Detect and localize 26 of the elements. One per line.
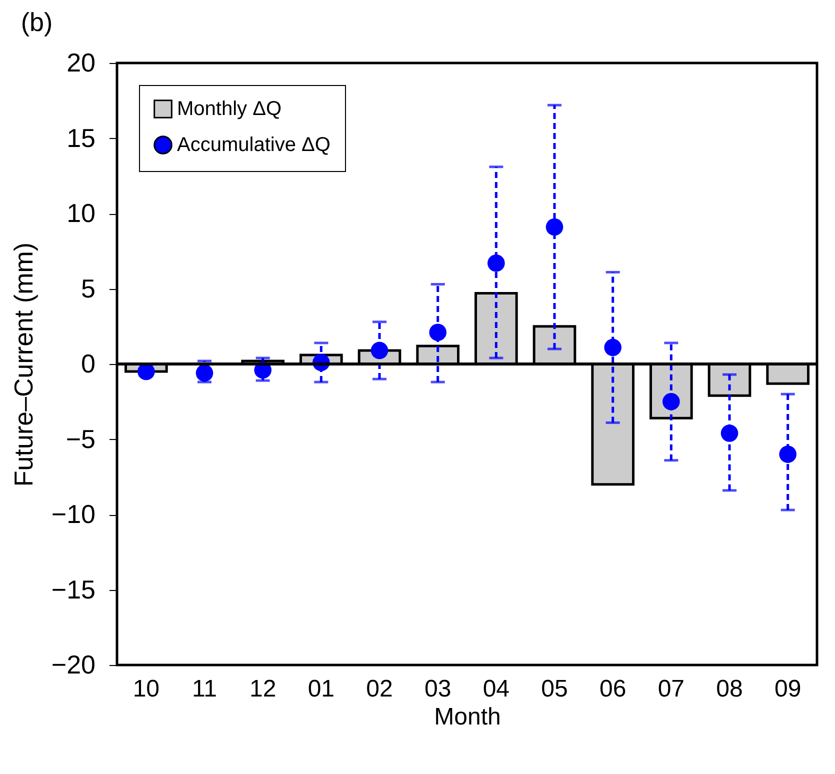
y-axis-title: Future–Current (mm) xyxy=(8,242,38,487)
legend-label: Monthly ΔQ xyxy=(177,98,282,120)
x-tick-label: 10 xyxy=(132,676,160,702)
y-tick-label: −5 xyxy=(66,424,96,454)
x-tick-label: 02 xyxy=(366,676,393,702)
y-tick-label: −15 xyxy=(51,574,96,604)
x-tick-label: 05 xyxy=(541,676,568,702)
y-tick-label: 15 xyxy=(66,122,96,153)
x-tick-label: 01 xyxy=(308,676,335,702)
y-tick-label: −10 xyxy=(51,499,96,529)
x-tick-label: 06 xyxy=(599,676,626,702)
x-tick-label: 07 xyxy=(658,676,685,702)
x-tick-label: 04 xyxy=(482,676,510,702)
y-tick-label: 20 xyxy=(66,48,96,78)
y-tick-label: −20 xyxy=(51,650,96,680)
y-tick-label: 5 xyxy=(81,273,96,304)
x-tick-label: 12 xyxy=(249,676,276,702)
y-tick-label: 0 xyxy=(81,348,96,378)
x-tick-label: 08 xyxy=(716,676,743,702)
x-tick-label: 03 xyxy=(424,676,452,702)
y-tick-label: 10 xyxy=(66,198,96,228)
x-tick-label: 11 xyxy=(192,676,217,702)
x-tick-label: 09 xyxy=(774,676,802,702)
chart-title: (b) xyxy=(20,7,53,37)
x-axis-title: Month xyxy=(434,704,501,730)
legend-label: Accumulative ΔQ xyxy=(177,134,330,156)
